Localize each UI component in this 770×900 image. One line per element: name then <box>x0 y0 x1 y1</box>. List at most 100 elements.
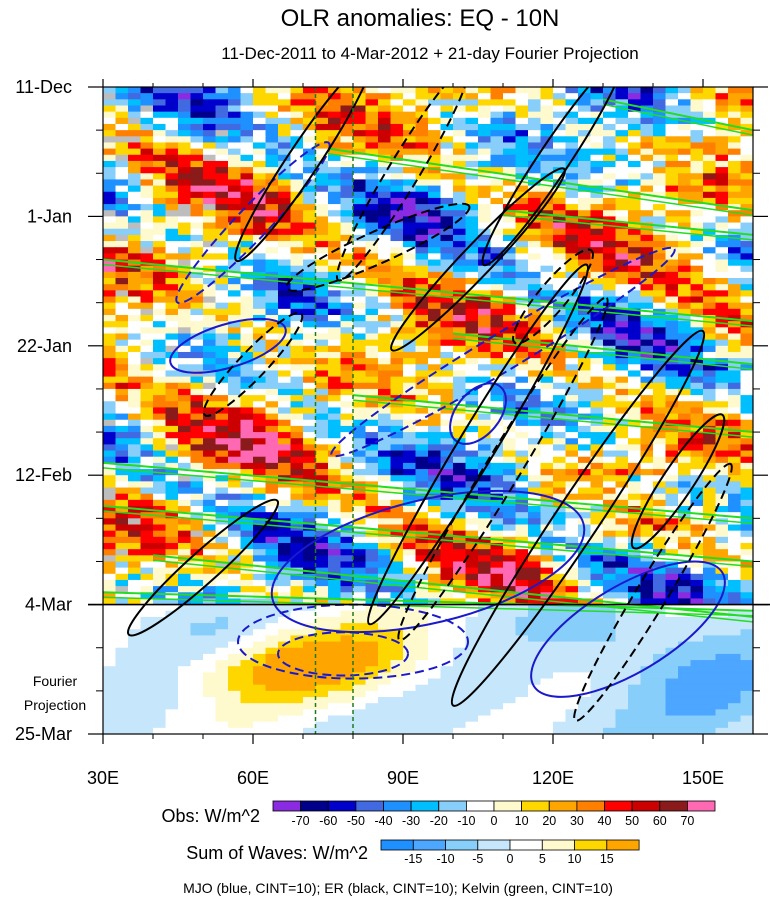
heat-cell <box>640 518 654 526</box>
heat-cell <box>290 610 304 618</box>
heat-cell <box>415 610 429 618</box>
heat-cell <box>715 641 729 649</box>
heat-cell <box>228 358 242 365</box>
heat-cell <box>128 469 142 476</box>
heat-cell <box>265 388 279 396</box>
heat-cell <box>615 512 629 519</box>
heat-cell <box>703 93 717 100</box>
heat-cell <box>228 666 242 673</box>
heat-cell <box>665 518 679 526</box>
heat-cell <box>603 173 617 181</box>
heat-cell <box>503 475 517 482</box>
heat-cell <box>115 204 129 211</box>
heat-cell <box>265 111 279 119</box>
heat-cell <box>228 296 242 304</box>
heat-cell <box>415 616 429 624</box>
heat-cell <box>203 610 217 618</box>
heat-cell <box>303 345 317 353</box>
heat-cell <box>678 345 692 353</box>
heat-cell <box>140 358 154 365</box>
heat-cell <box>628 99 642 107</box>
heat-cell <box>278 302 292 310</box>
heat-cell <box>540 395 554 402</box>
heat-cell <box>103 314 117 322</box>
heat-cell <box>603 364 617 372</box>
heat-cell <box>478 321 492 328</box>
heat-cell <box>615 641 629 649</box>
heat-cell <box>428 259 442 267</box>
heat-cell <box>453 469 467 476</box>
heat-cell <box>353 419 367 427</box>
heat-cell <box>165 401 179 409</box>
heat-cell <box>203 247 217 254</box>
heat-cell <box>278 388 292 396</box>
heat-cell <box>453 475 467 482</box>
heat-cell <box>603 536 617 544</box>
heat-cell <box>203 598 217 606</box>
heat-cell <box>415 351 429 359</box>
heat-cell <box>365 456 379 464</box>
heat-cell <box>178 598 192 606</box>
heat-cell <box>628 401 642 409</box>
heat-cell <box>115 444 129 452</box>
heat-cell <box>728 666 742 673</box>
heat-cell <box>703 481 717 489</box>
heat-cell <box>365 333 379 341</box>
heat-cell <box>203 666 217 673</box>
heat-cell <box>478 296 492 304</box>
heat-cell <box>503 364 517 372</box>
heat-cell <box>140 191 154 199</box>
heat-cell <box>578 475 592 482</box>
heat-cell <box>165 635 179 643</box>
heat-cell <box>140 425 154 433</box>
heat-cell <box>640 259 654 267</box>
heat-cell <box>303 136 317 144</box>
heat-cell <box>340 222 354 230</box>
heat-cell <box>328 216 342 224</box>
heat-cell <box>128 327 142 335</box>
heat-cell <box>140 573 154 581</box>
heat-cell <box>528 376 542 384</box>
heat-cell <box>440 179 454 187</box>
heat-cell <box>253 462 267 470</box>
heat-cell <box>715 234 729 242</box>
heat-cell <box>390 579 404 587</box>
heat-cell <box>628 364 642 372</box>
heat-cell <box>378 265 392 273</box>
heat-cell <box>715 382 729 390</box>
heat-cell <box>703 259 717 267</box>
heat-cell <box>515 432 529 439</box>
heat-cell <box>228 481 242 489</box>
heat-cell <box>590 462 604 470</box>
heat-cell <box>678 672 692 680</box>
heat-cell <box>228 247 242 254</box>
heat-cell <box>415 333 429 341</box>
heat-cell <box>740 567 753 575</box>
heat-cell <box>278 499 292 507</box>
heat-cell <box>690 339 704 347</box>
heat-cell <box>365 370 379 378</box>
heat-cell <box>340 93 354 100</box>
heat-cell <box>728 598 742 606</box>
heat-cell <box>415 197 429 205</box>
heat-cell <box>265 382 279 390</box>
heat-cell <box>440 216 454 224</box>
heat-cell <box>153 549 167 556</box>
heat-cell <box>165 130 179 137</box>
heat-cell <box>428 117 442 125</box>
heat-cell <box>515 160 529 168</box>
heat-cell <box>478 370 492 378</box>
heat-cell <box>615 438 629 445</box>
heat-cell <box>215 382 229 390</box>
heat-cell <box>728 660 742 667</box>
heat-cell <box>453 284 467 291</box>
heat-cell <box>428 222 442 230</box>
heat-cell <box>215 536 229 544</box>
heat-cell <box>665 475 679 482</box>
heat-cell <box>603 660 617 667</box>
heat-cell <box>415 401 429 409</box>
heat-cell <box>428 197 442 205</box>
heat-cell <box>315 419 329 427</box>
heat-cell <box>428 610 442 618</box>
heat-cell <box>440 462 454 470</box>
